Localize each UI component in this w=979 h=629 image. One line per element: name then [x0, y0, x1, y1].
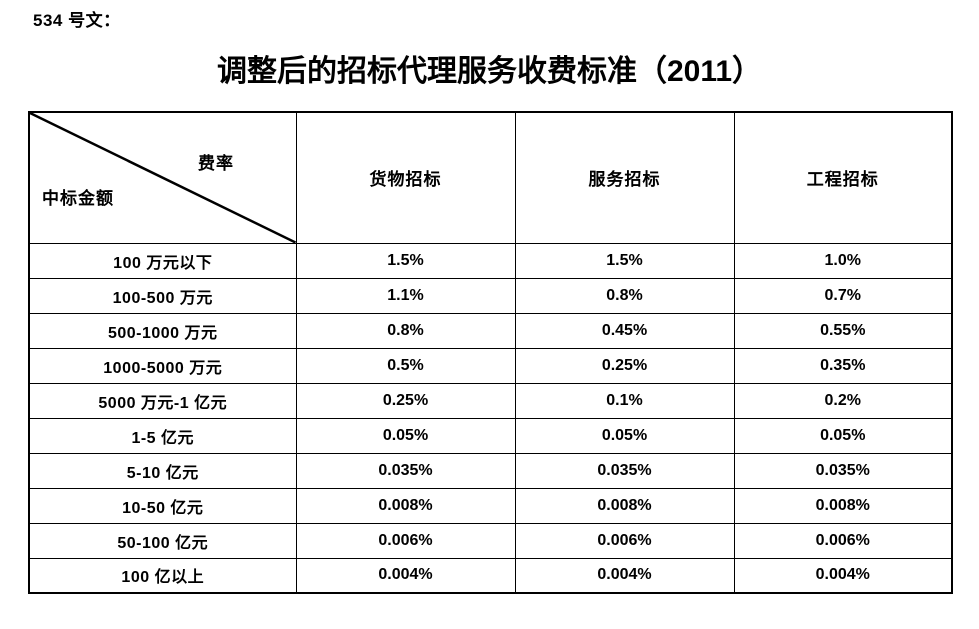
fee-value: 0.035%: [733, 452, 953, 489]
fee-value: 0.008%: [295, 487, 516, 524]
table-row: 50-100 亿元 0.006% 0.006% 0.006%: [28, 522, 953, 559]
fee-value: 0.004%: [295, 557, 516, 594]
fee-value: 0.5%: [295, 347, 516, 384]
page-title-main: 调整后的招标代理服务收费标准（: [216, 55, 667, 88]
row-label: 100 万元以下: [28, 242, 297, 279]
column-header-engineering: 工程招标: [733, 111, 953, 244]
fee-value: 0.004%: [514, 557, 735, 594]
table-row: 100 万元以下 1.5% 1.5% 1.0%: [28, 242, 953, 279]
corner-label-rate: 费率: [198, 154, 234, 173]
row-label: 1000-5000 万元: [28, 347, 297, 384]
row-label: 500-1000 万元: [28, 312, 297, 349]
fee-value: 0.05%: [733, 417, 953, 454]
row-label: 50-100 亿元: [28, 522, 297, 559]
fee-value: 0.2%: [733, 382, 953, 419]
fee-value: 0.7%: [733, 277, 953, 314]
fee-value: 1.5%: [295, 242, 516, 279]
fee-value: 0.035%: [295, 452, 516, 489]
table-row: 100 亿以上 0.004% 0.004% 0.004%: [28, 557, 953, 594]
table-row: 1-5 亿元 0.05% 0.05% 0.05%: [28, 417, 953, 454]
fee-value: 0.006%: [295, 522, 516, 559]
table-corner-cell: 费率 中标金额: [28, 111, 297, 244]
fee-value: 0.05%: [514, 417, 735, 454]
fee-value: 0.1%: [514, 382, 735, 419]
table-row: 5-10 亿元 0.035% 0.035% 0.035%: [28, 452, 953, 489]
table-row: 5000 万元-1 亿元 0.25% 0.1% 0.2%: [28, 382, 953, 419]
fee-value: 0.008%: [733, 487, 953, 524]
fee-value: 0.035%: [514, 452, 735, 489]
row-label: 1-5 亿元: [28, 417, 297, 454]
fee-value: 0.05%: [295, 417, 516, 454]
fee-value: 1.5%: [514, 242, 735, 279]
column-header-goods: 货物招标: [295, 111, 516, 244]
fee-value: 0.004%: [733, 557, 953, 594]
fee-table: 费率 中标金额 货物招标 服务招标 工程招标 100 万元以下 1.5% 1.5…: [28, 111, 953, 594]
fee-value: 0.35%: [733, 347, 953, 384]
row-label: 10-50 亿元: [28, 487, 297, 524]
row-label: 5000 万元-1 亿元: [28, 382, 297, 419]
page-title: 调整后的招标代理服务收费标准（2011）: [0, 46, 979, 90]
page-title-suffix: ）: [732, 55, 763, 88]
fee-value: 0.45%: [514, 312, 735, 349]
fee-value: 0.25%: [514, 347, 735, 384]
fee-value: 0.006%: [733, 522, 953, 559]
table-row: 100-500 万元 1.1% 0.8% 0.7%: [28, 277, 953, 314]
fee-value: 0.8%: [514, 277, 735, 314]
header-row: 费率 中标金额 货物招标 服务招标 工程招标: [28, 111, 953, 244]
fee-value: 0.8%: [295, 312, 516, 349]
row-label: 100 亿以上: [28, 557, 297, 594]
table-row: 10-50 亿元 0.008% 0.008% 0.008%: [28, 487, 953, 524]
column-header-services: 服务招标: [514, 111, 735, 244]
row-label: 100-500 万元: [28, 277, 297, 314]
table-row: 500-1000 万元 0.8% 0.45% 0.55%: [28, 312, 953, 349]
row-label: 5-10 亿元: [28, 452, 297, 489]
page-title-year: 2011: [666, 55, 733, 88]
fee-value: 0.006%: [514, 522, 735, 559]
diagonal-line: [30, 113, 295, 242]
fee-value: 0.25%: [295, 382, 516, 419]
fee-value: 0.008%: [514, 487, 735, 524]
doc-number: 534 号文：: [33, 11, 121, 30]
fee-value: 0.55%: [733, 312, 953, 349]
fee-table-body: 100 万元以下 1.5% 1.5% 1.0% 100-500 万元 1.1% …: [28, 242, 953, 594]
table-row: 1000-5000 万元 0.5% 0.25% 0.35%: [28, 347, 953, 384]
fee-value: 1.0%: [733, 242, 953, 279]
fee-value: 1.1%: [295, 277, 516, 314]
corner-label-amount: 中标金额: [42, 189, 114, 208]
